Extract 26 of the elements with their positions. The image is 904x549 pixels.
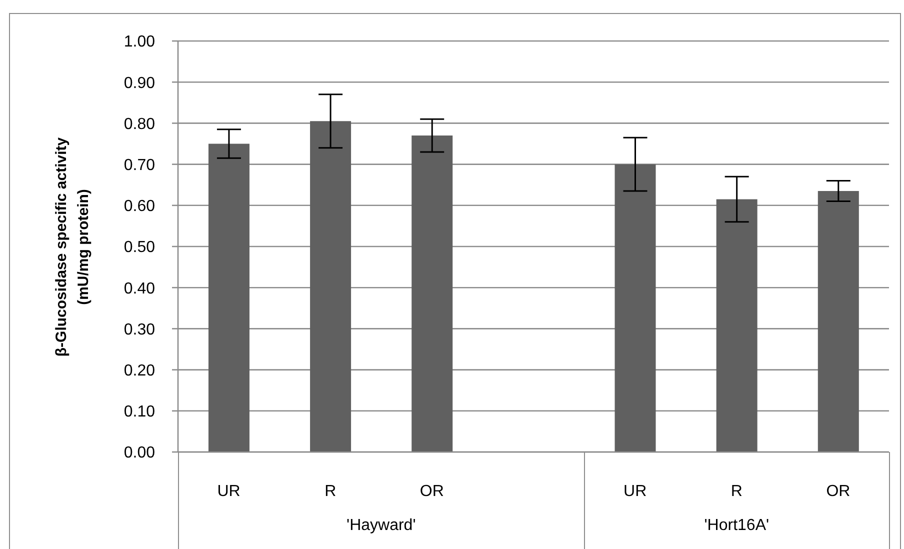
y-tick-label: 1.00 <box>124 34 156 51</box>
y-tick-label: 0.90 <box>124 74 156 92</box>
y-tick-label: 0.70 <box>124 156 156 174</box>
text: 'Hayward' <box>346 516 417 536</box>
bar <box>412 136 453 452</box>
x-tick-label: R <box>730 483 742 500</box>
x-tick-label: OR <box>826 483 850 500</box>
y-axis-title: β-Glucosidase specific activity (mU/mg protein) <box>52 136 93 359</box>
y-tick-label: 0.80 <box>124 116 156 133</box>
x-tick-label: R <box>324 483 336 500</box>
y-tick-label: 0.30 <box>124 321 156 338</box>
bar <box>716 199 758 452</box>
y-tick-label: 0.00 <box>124 444 156 462</box>
x-tick-label: OR <box>420 483 444 500</box>
bar <box>614 164 656 452</box>
y-tick-label: 0.50 <box>124 239 156 256</box>
x-tick-label: UR <box>217 483 240 500</box>
y-tick-label: 0.10 <box>124 404 156 421</box>
x-tick-label: UR <box>624 483 647 500</box>
y-tick-label: 0.60 <box>124 198 156 216</box>
y-tick-label: 0.20 <box>124 362 156 380</box>
bar <box>310 121 352 452</box>
text: 'Hort16A' <box>703 516 770 536</box>
bar <box>208 144 250 452</box>
bar <box>818 191 859 452</box>
y-tick-label: 0.40 <box>124 280 156 298</box>
